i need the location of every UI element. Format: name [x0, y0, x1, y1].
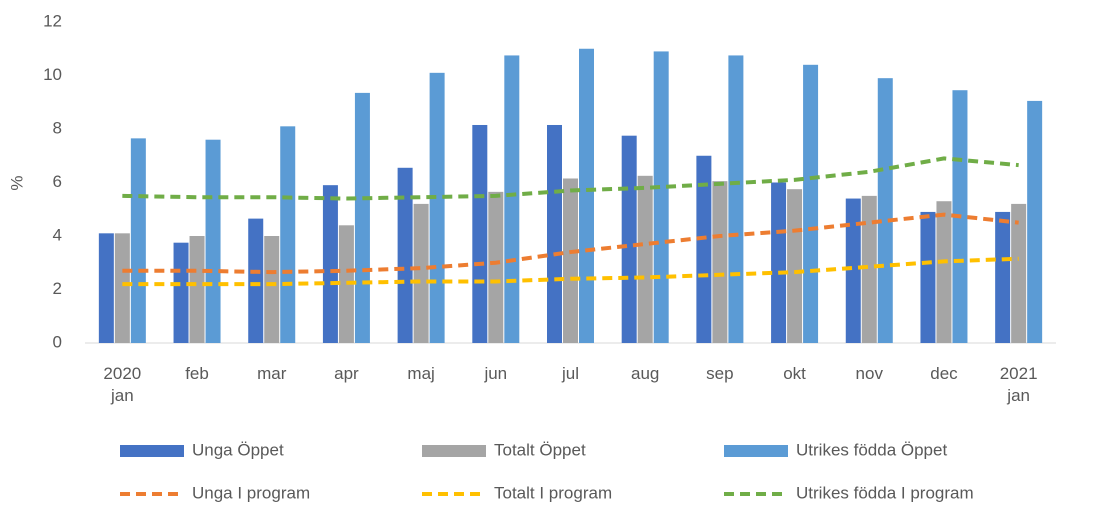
bar [547, 124, 562, 343]
bar [397, 167, 413, 343]
bar [877, 78, 893, 344]
y-tick-label: 10 [43, 65, 62, 84]
y-tick-label: 4 [53, 225, 62, 244]
bar [696, 155, 712, 343]
legend-label: Unga I program [192, 483, 310, 502]
legend-label: Totalt I program [494, 483, 612, 502]
x-tick-label: 2020 jan [103, 364, 142, 405]
x-tick-label: sep [706, 364, 734, 383]
bar [728, 55, 744, 343]
bar [787, 189, 803, 343]
line [122, 212, 1019, 275]
bar [280, 126, 296, 343]
x-tick-label: nov [855, 364, 883, 383]
bar [264, 236, 280, 343]
bar [563, 178, 578, 343]
bar [114, 233, 130, 343]
bar [637, 175, 653, 343]
y-tick-label: 0 [53, 332, 62, 351]
bar [504, 55, 520, 343]
bar [803, 64, 819, 344]
line [122, 156, 1019, 201]
bar [712, 181, 728, 343]
x-tick-label: jun [484, 364, 508, 383]
bar [354, 92, 370, 343]
bar [429, 72, 445, 343]
x-tick-label: maj [407, 364, 435, 383]
legend-swatch [120, 445, 184, 457]
bar [173, 242, 189, 343]
x-tick-label: feb [185, 364, 209, 383]
x-tick-label: jul [561, 364, 579, 383]
bar [488, 191, 504, 343]
bar [771, 182, 787, 343]
bar [322, 185, 338, 343]
bar [472, 124, 488, 343]
bar [1027, 100, 1043, 343]
y-tick-label: 2 [53, 279, 62, 298]
bar [189, 236, 205, 343]
y-tick-label: 6 [53, 172, 62, 191]
bar [579, 48, 594, 343]
bar [413, 203, 429, 343]
bar [920, 211, 936, 343]
y-tick-label: 8 [53, 118, 62, 137]
legend-swatch [724, 445, 788, 457]
legend-label: Utrikes födda I program [796, 483, 974, 502]
x-tick-label: dec [930, 364, 958, 383]
x-tick-label: 2021 jan [999, 364, 1038, 405]
x-tick-label: aug [631, 364, 660, 383]
bar [845, 198, 861, 343]
y-axis-label: % [7, 175, 26, 190]
legend-label: Unga Öppet [192, 440, 284, 459]
bar [205, 139, 221, 343]
x-tick-label: mar [257, 364, 287, 383]
line [122, 256, 1019, 287]
bar [1011, 203, 1027, 343]
x-tick-label: apr [334, 364, 359, 383]
bar [130, 138, 146, 343]
x-tick-label: okt [783, 364, 806, 383]
bar [936, 201, 952, 343]
bar [98, 233, 114, 343]
bar [248, 218, 264, 343]
legend-label: Utrikes födda Öppet [796, 440, 947, 459]
legend-label: Totalt Öppet [494, 440, 586, 459]
bar [861, 195, 877, 343]
bar [621, 135, 637, 343]
legend-swatch [422, 445, 486, 457]
bar [653, 51, 669, 344]
y-tick-label: 12 [43, 11, 62, 30]
bar [995, 211, 1011, 343]
